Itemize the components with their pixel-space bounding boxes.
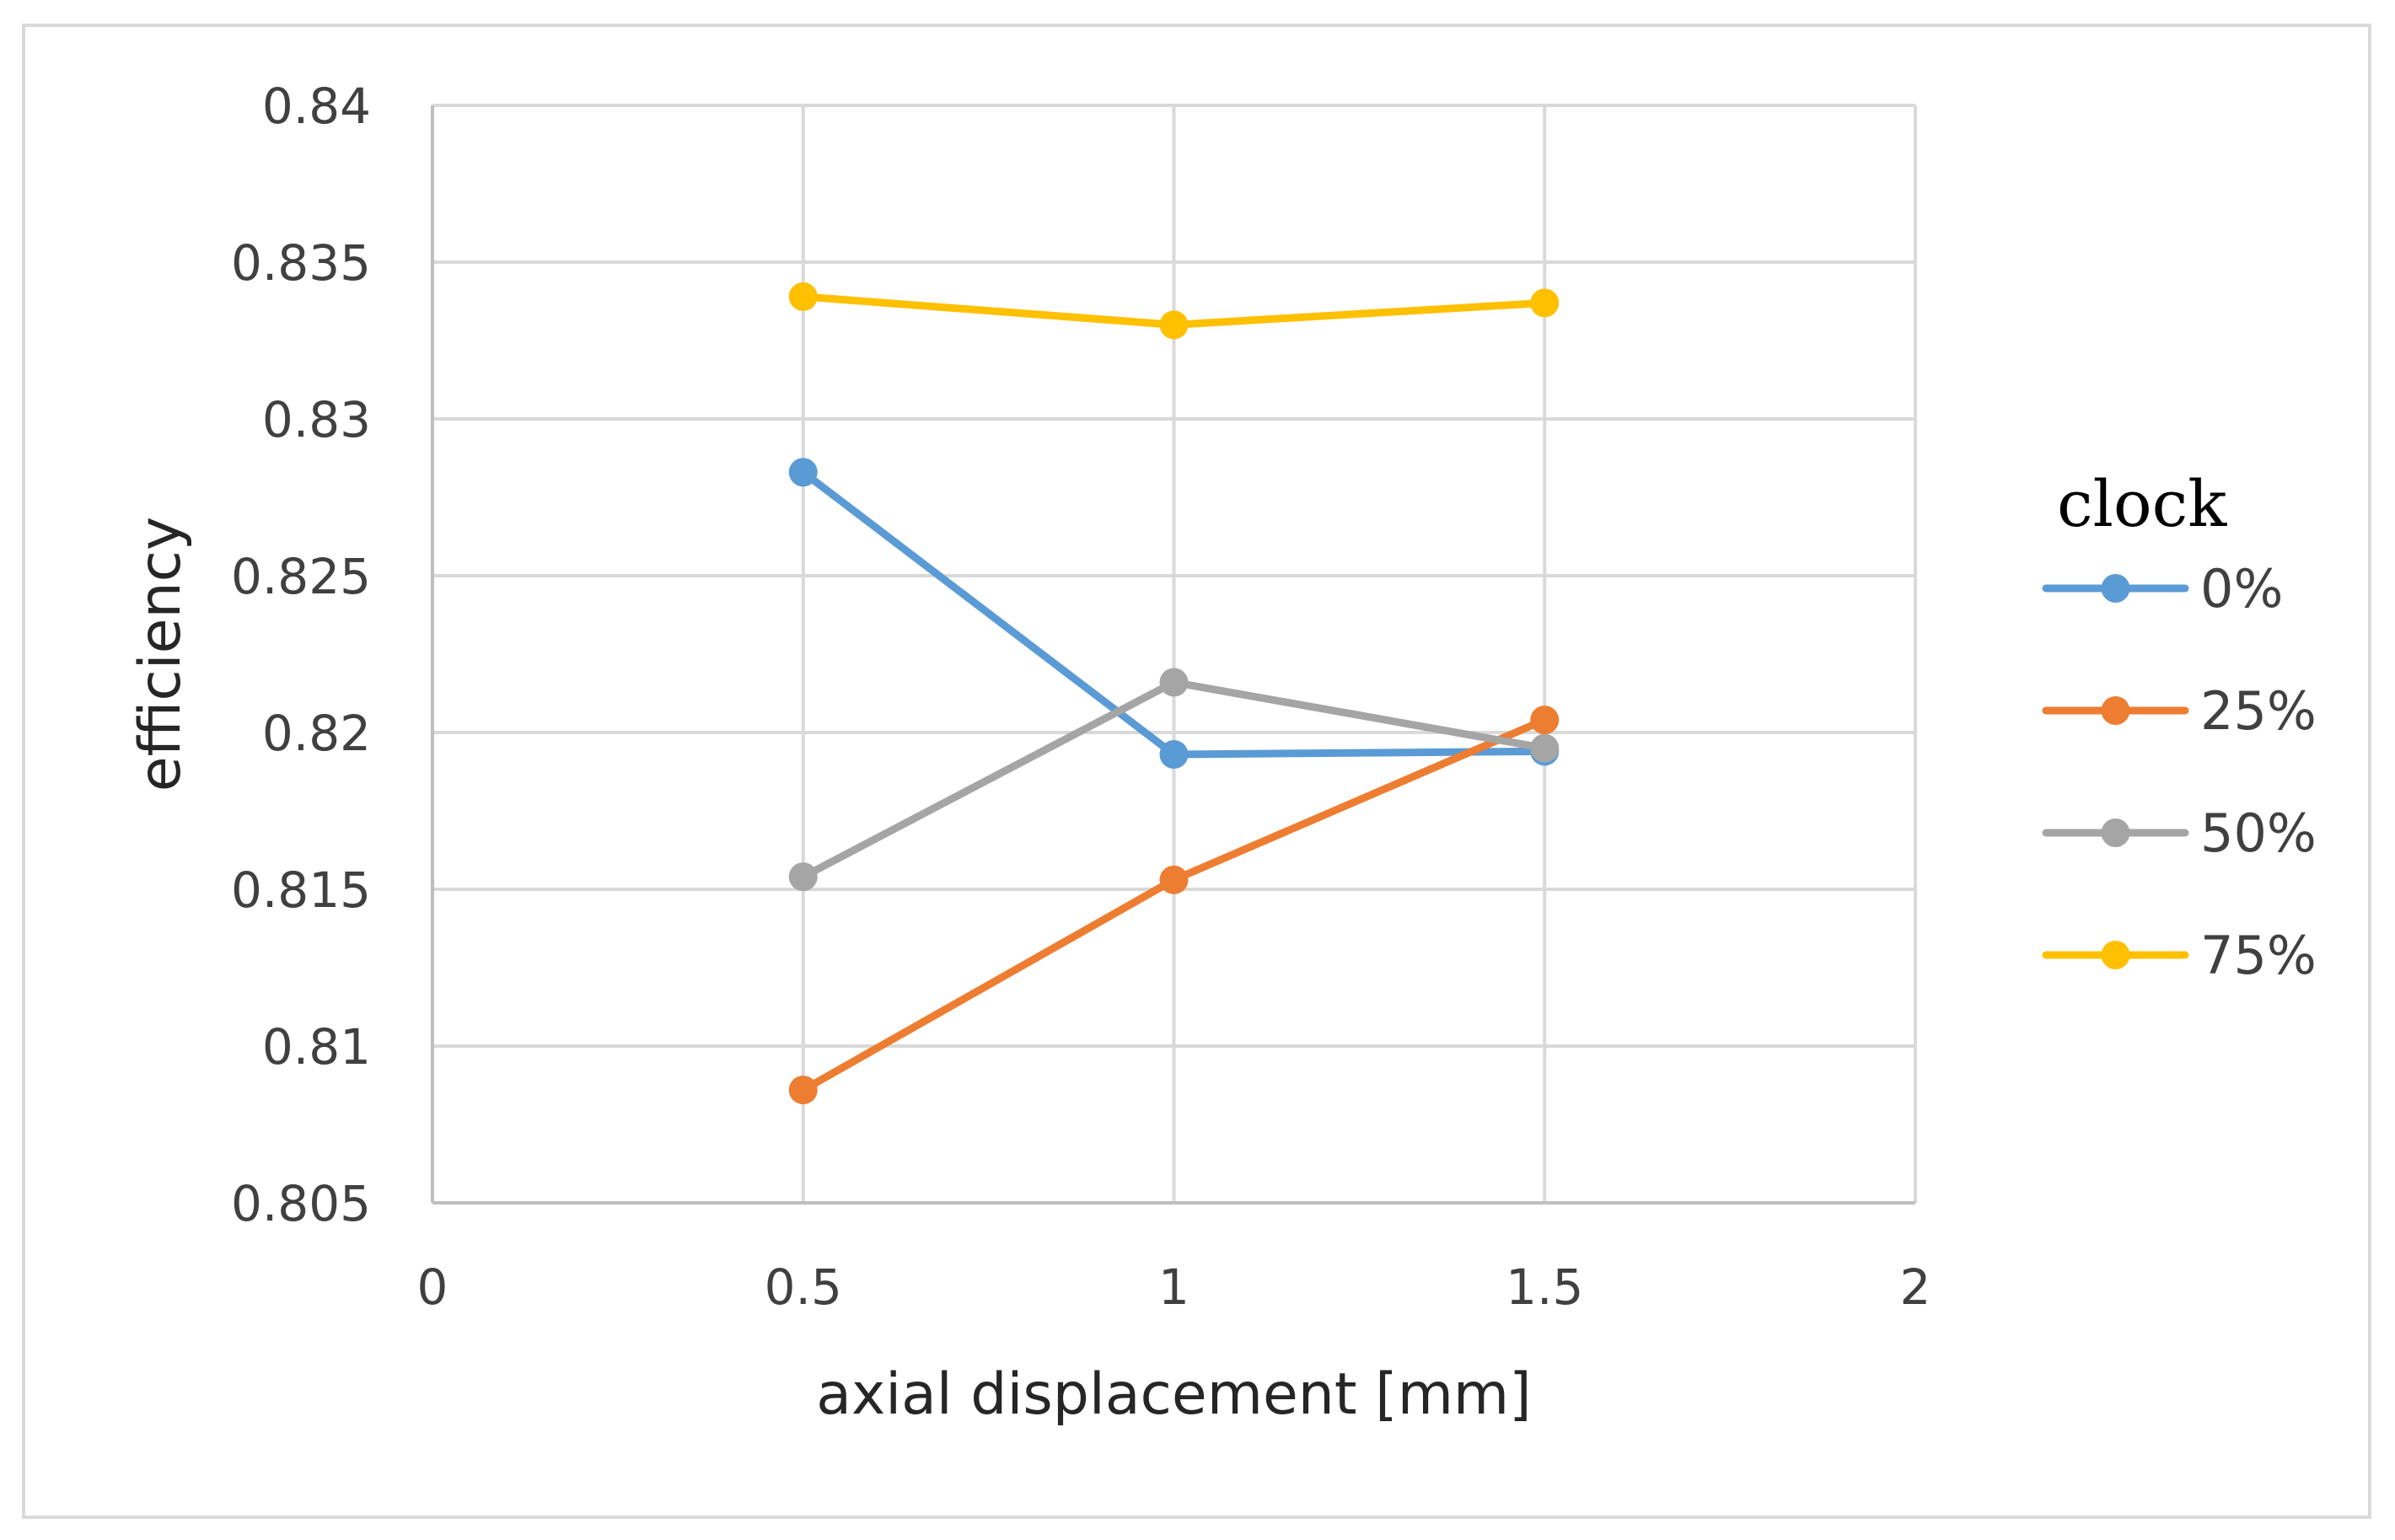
y-tick-label: 0.815 [231, 861, 371, 919]
x-tick-label: 0 [417, 1258, 448, 1316]
legend-label: 50% [2200, 802, 2317, 864]
y-tick-label: 0.825 [231, 548, 371, 605]
y-axis-title: efficiency [127, 517, 194, 791]
y-tick-label: 0.82 [262, 705, 371, 762]
legend-title: clock [2057, 466, 2227, 541]
x-axis-title: axial displacement [mm] [816, 1361, 1531, 1428]
legend-label: 75% [2200, 925, 2317, 986]
series-3 [788, 668, 1560, 892]
data-point [1530, 288, 1560, 318]
y-tick-label: 0.83 [262, 391, 371, 448]
y-tick-label: 0.835 [231, 234, 371, 292]
data-point [1159, 310, 1189, 340]
y-tick-label: 0.81 [262, 1018, 371, 1076]
x-tick-label: 1.5 [1506, 1258, 1583, 1316]
axes [431, 105, 1915, 1205]
data-point [788, 862, 818, 892]
legend-marker [2101, 941, 2130, 969]
legend-marker [2101, 696, 2130, 725]
legend-marker [2101, 574, 2130, 603]
series-lines [788, 282, 1560, 1105]
y-tick-label: 0.805 [231, 1175, 371, 1232]
legend-entry: 75% [2042, 925, 2317, 986]
data-point [1159, 668, 1189, 697]
data-point [1159, 865, 1189, 894]
grid-lines [431, 104, 1917, 1205]
legend-entry: 25% [2042, 680, 2317, 742]
series-2 [788, 706, 1560, 1105]
tick-labels: 0.805 0.81 0.815 0.82 0.825 0.83 0.835 0.84 0 0.5… [231, 78, 1931, 1316]
y-tick-label: 0.84 [262, 78, 371, 135]
data-point [788, 282, 818, 311]
data-point [788, 458, 818, 487]
x-tick-label: 2 [1900, 1258, 1931, 1316]
chart-border [22, 24, 2371, 1519]
legend-entry: 50% [2042, 802, 2317, 864]
x-tick-label: 1 [1158, 1258, 1189, 1316]
data-point [1530, 706, 1560, 735]
data-point [1530, 733, 1560, 763]
legend-marker [2101, 818, 2130, 847]
series-4 [788, 282, 1560, 340]
legend-label: 0% [2200, 558, 2283, 620]
data-point [1159, 740, 1189, 770]
legend: clock 0% 25% 50% 75% [2042, 466, 2317, 986]
data-point [788, 1076, 818, 1105]
legend-label: 25% [2200, 680, 2317, 742]
legend-entry: 0% [2042, 558, 2283, 620]
x-tick-label: 0.5 [765, 1258, 842, 1316]
